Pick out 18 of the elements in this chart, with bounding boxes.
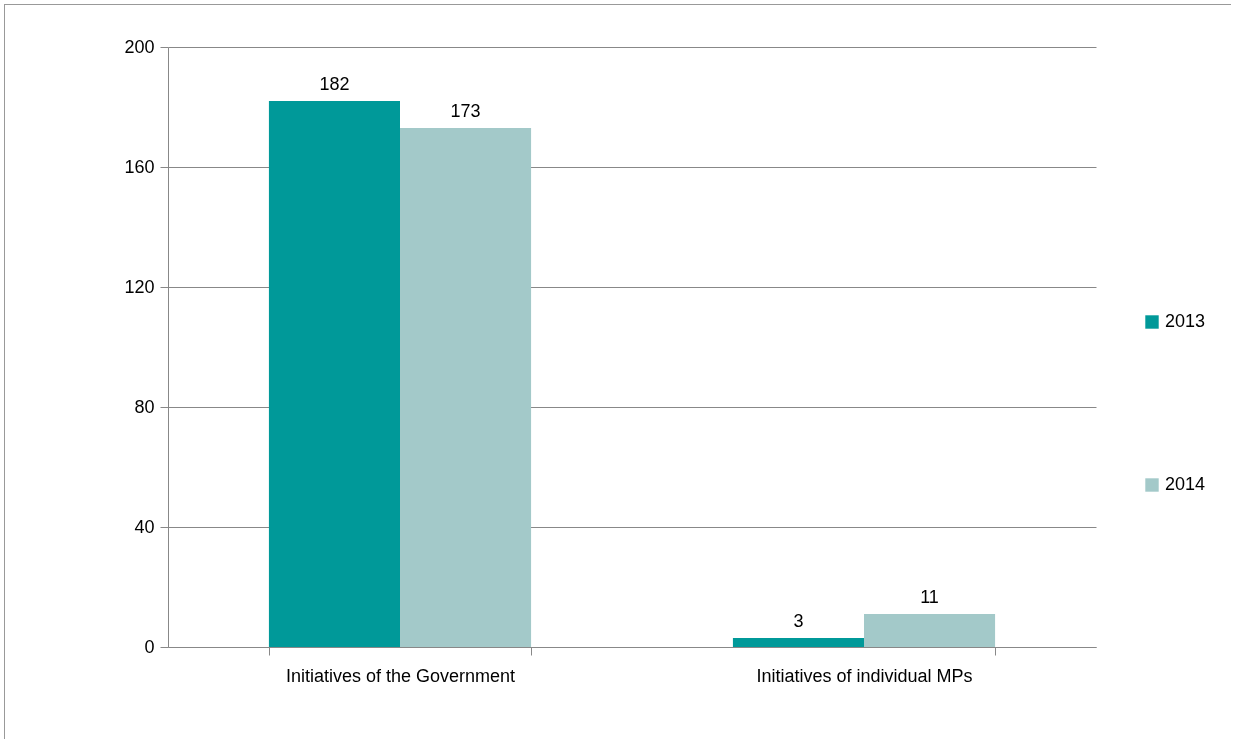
bar: [400, 128, 532, 647]
y-tick-label: 200: [124, 36, 155, 57]
y-tick-label: 160: [124, 156, 155, 177]
y-tick-label: 120: [124, 276, 155, 297]
y-tick-label: 40: [134, 516, 155, 537]
y-tick-label: 80: [134, 396, 155, 417]
x-tick-label: Initiatives of the Government: [285, 665, 516, 686]
y-tick-label: 0: [144, 636, 155, 657]
data-label: 182: [319, 74, 350, 94]
data-label: 3: [793, 611, 804, 631]
data-label: 173: [450, 101, 481, 121]
x-tick-label: Initiatives of individual MPs: [756, 665, 973, 686]
data-label: 11: [920, 587, 939, 607]
legend-label: 2013: [1165, 311, 1206, 331]
bar: [268, 101, 400, 647]
bar: [864, 614, 996, 647]
legend-label: 2014: [1165, 474, 1206, 494]
bar: [732, 638, 864, 647]
